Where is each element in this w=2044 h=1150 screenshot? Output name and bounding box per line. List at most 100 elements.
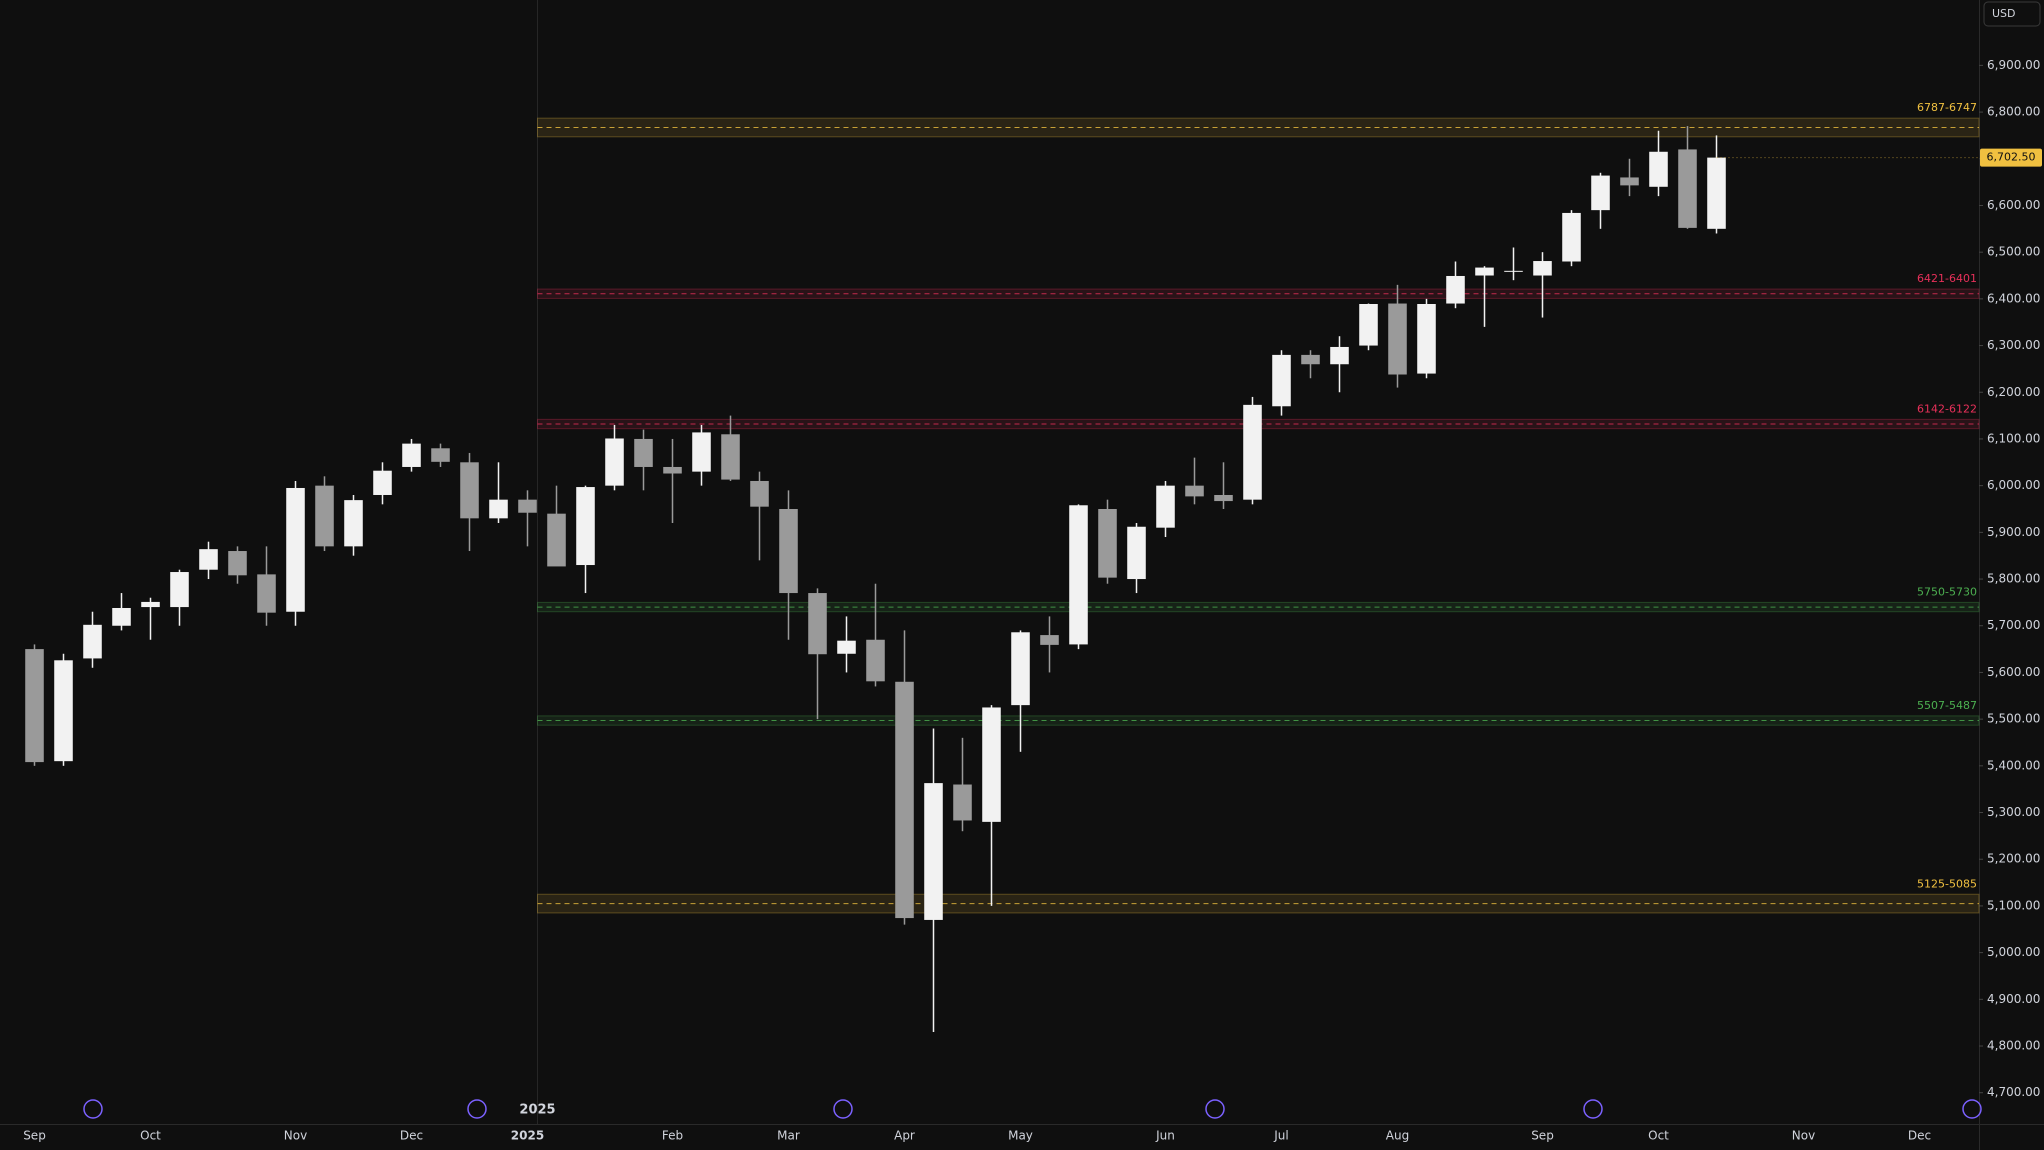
zone-label: 5750-5730 (1917, 585, 1977, 598)
y-tick-label: 4,900.00 (1987, 992, 2040, 1006)
candle-body (1040, 635, 1059, 645)
candle-body (402, 443, 421, 467)
x-tick-label: Sep (23, 1129, 46, 1143)
candle-body (1098, 508, 1117, 578)
x-tick-label: Mar (777, 1129, 800, 1143)
y-tick-label: 6,800.00 (1987, 105, 2040, 119)
x-tick-label: Dec (1908, 1129, 1931, 1143)
candle-body (1301, 354, 1320, 365)
candle-body (692, 432, 711, 472)
candle-body (1707, 157, 1726, 229)
candle-body (1011, 632, 1030, 706)
x-tick-label: Dec (400, 1129, 423, 1143)
candle-body (1127, 526, 1146, 580)
x-tick-label: Apr (894, 1129, 915, 1143)
candle-body (663, 466, 682, 474)
event-icon[interactable] (1205, 1099, 1225, 1119)
candle-body (1388, 303, 1407, 375)
candle-body (1243, 404, 1262, 500)
candle-body (257, 574, 276, 613)
candle-body (895, 681, 914, 919)
zone-label: 6787-6747 (1917, 101, 1977, 114)
y-tick-label: 5,300.00 (1987, 805, 2040, 819)
candle-body (1591, 175, 1610, 211)
y-tick-label: 4,700.00 (1987, 1085, 2040, 1099)
zone-label: 6421-6401 (1917, 272, 1977, 285)
candle-body (1214, 494, 1233, 502)
x-tick-label: Nov (284, 1129, 307, 1143)
y-tick-label: 5,500.00 (1987, 712, 2040, 726)
candle-body (315, 485, 334, 547)
candle-body (1069, 505, 1088, 645)
y-tick-label: 4,800.00 (1987, 1039, 2040, 1053)
x-tick-label: Nov (1792, 1129, 1815, 1143)
y-tick-label: 6,000.00 (1987, 478, 2040, 492)
x-tick-label: Feb (662, 1129, 683, 1143)
candle-body (1649, 151, 1668, 187)
candle-body (1417, 303, 1436, 374)
y-tick-label: 6,600.00 (1987, 198, 2040, 212)
candle-body (1272, 354, 1291, 407)
candle-body (924, 783, 943, 920)
event-icon[interactable] (467, 1099, 487, 1119)
y-tick-label: 5,700.00 (1987, 618, 2040, 632)
y-tick-label: 5,100.00 (1987, 898, 2040, 912)
candle-body (866, 639, 885, 682)
year-marker: 2025 (519, 1103, 555, 1118)
candle-body (750, 480, 769, 507)
candle-body (1446, 275, 1465, 304)
y-tick-label: 6,100.00 (1987, 431, 2040, 445)
candle-body (1533, 261, 1552, 276)
candle-body (25, 649, 44, 763)
candle-body (1185, 485, 1204, 497)
candle-body (576, 487, 595, 566)
event-icon[interactable] (83, 1099, 103, 1119)
last-price-label: 6,702.50 (1987, 151, 2036, 164)
candle-body (982, 707, 1001, 822)
candle-body (112, 607, 131, 626)
candle-body (170, 572, 189, 608)
candle-body (431, 448, 450, 462)
candle-body (1678, 149, 1697, 228)
candle-body (373, 470, 392, 495)
event-icon[interactable] (1962, 1099, 1982, 1119)
y-tick-label: 5,000.00 (1987, 945, 2040, 959)
candle-body (1330, 346, 1349, 365)
candle-body (547, 513, 566, 567)
event-icon[interactable] (833, 1099, 853, 1119)
last-price-badge (1980, 148, 2042, 167)
plot: 4,700.00 4,800.00 4,900.00 5,000.00 5,100.00… (23, 0, 2040, 1143)
candle-body (54, 660, 73, 762)
candle-body (344, 500, 363, 547)
candle-body (199, 549, 218, 570)
x-tick-label: 2025 (511, 1129, 544, 1143)
candle-body (141, 601, 160, 608)
candle-body (953, 784, 972, 821)
y-tick-label: 5,200.00 (1987, 852, 2040, 866)
candle-body (518, 499, 537, 513)
candle-body (808, 593, 827, 655)
candle-body (837, 640, 856, 654)
candle-body (1475, 267, 1494, 276)
x-tick-label: Sep (1531, 1129, 1554, 1143)
candle-body (1562, 212, 1581, 262)
candle-body (1504, 270, 1523, 272)
x-tick-label: Aug (1386, 1129, 1409, 1143)
candle-body (83, 624, 102, 659)
candle-body (489, 499, 508, 519)
candle-body (634, 438, 653, 467)
event-icons (83, 1099, 1982, 1119)
candle-body (460, 462, 479, 519)
y-tick-label: 6,500.00 (1987, 245, 2040, 259)
event-icon[interactable] (1583, 1099, 1603, 1119)
currency-button[interactable] (1983, 1, 2041, 27)
y-tick-label: 6,900.00 (1987, 58, 2040, 72)
y-tick-label: 5,800.00 (1987, 572, 2040, 586)
y-tick-label: 5,400.00 (1987, 758, 2040, 772)
y-tick-label: 6,400.00 (1987, 291, 2040, 305)
candle-body (605, 438, 624, 486)
x-tick-label: Oct (1648, 1129, 1669, 1143)
